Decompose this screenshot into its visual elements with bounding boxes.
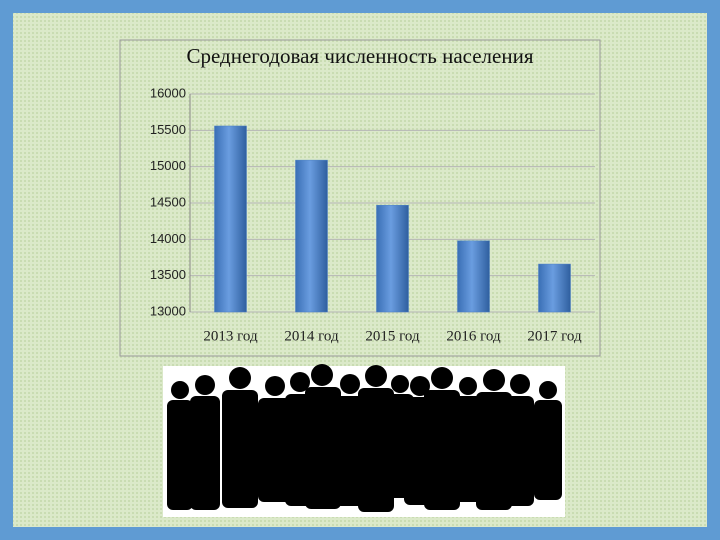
- bar: [538, 263, 571, 313]
- y-tick-label: 15000: [150, 158, 186, 173]
- y-tick-label: 15500: [150, 122, 186, 137]
- x-tick-label: 2015 год: [365, 328, 420, 344]
- bar: [457, 240, 490, 313]
- y-tick-label: 14000: [150, 231, 186, 246]
- bar: [295, 159, 328, 313]
- bar: [214, 125, 247, 313]
- y-tick-label: 16000: [150, 85, 186, 100]
- y-tick-label: 13500: [150, 267, 186, 282]
- x-tick-label: 2017 год: [527, 328, 582, 344]
- chart-frame: [119, 39, 601, 357]
- x-tick-label: 2014 год: [284, 328, 339, 344]
- x-tick-label: 2013 год: [203, 328, 258, 344]
- bar: [376, 204, 409, 313]
- chart-title: Среднегодовая численность населения: [187, 44, 534, 68]
- y-tick-label: 14500: [150, 194, 186, 209]
- x-tick-label: 2016 год: [446, 328, 501, 344]
- people-image: [163, 364, 565, 517]
- y-tick-label: 13000: [150, 303, 186, 318]
